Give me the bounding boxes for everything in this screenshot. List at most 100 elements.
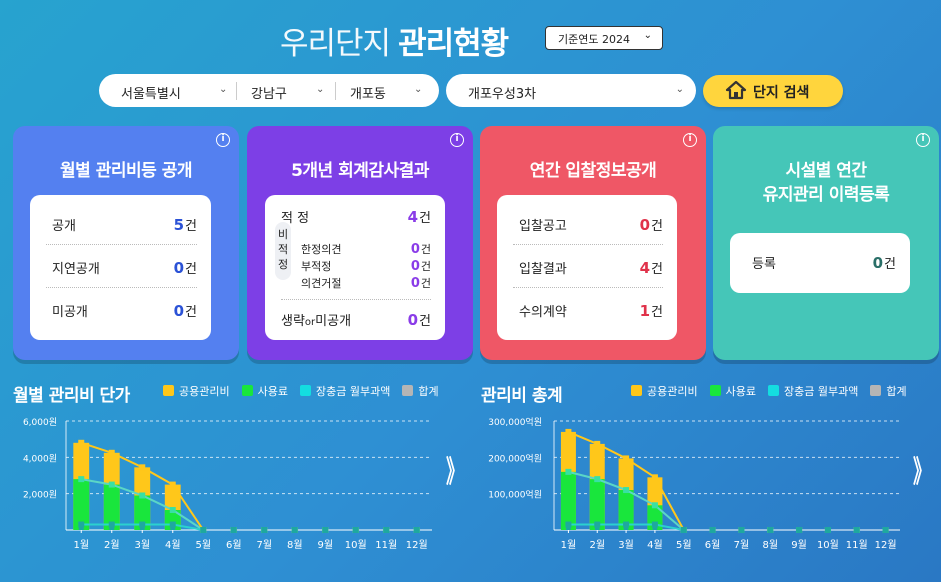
search-button[interactable]: 단지 검색 — [703, 75, 843, 107]
legend-swatch — [163, 385, 174, 396]
legend-item[interactable]: 공용관리비 — [631, 383, 698, 399]
chevron-down-icon: ⌄ — [414, 84, 423, 95]
marker-total — [565, 428, 572, 435]
legend-item[interactable]: 사용료 — [241, 383, 288, 399]
marker-total — [139, 464, 146, 471]
info-icon[interactable]: i — [216, 133, 230, 147]
marker-long-term — [796, 527, 803, 533]
district-select-label: 강남구 — [251, 87, 287, 102]
stat-value: 0건 — [407, 311, 431, 329]
marker-long-term — [230, 527, 237, 533]
legend-swatch — [631, 385, 642, 396]
legend-item[interactable]: 공용관리비 — [163, 383, 230, 399]
sub-stat-label: 의견거절 — [301, 277, 342, 290]
bar-usage-fee — [134, 495, 151, 530]
legend-item[interactable]: 장충금 월부과액 — [767, 383, 858, 399]
stat-label: 입찰결과 — [519, 262, 567, 277]
section-title-unit-price: 월별 관리비 단가 — [13, 386, 130, 406]
apartment-select-label: 개포우성3차 — [468, 87, 537, 102]
search-button-label: 단지 검색 — [753, 85, 810, 101]
x-tick-label: 5월 — [195, 539, 211, 551]
divider — [513, 244, 663, 245]
marker-long-term — [169, 521, 176, 528]
x-tick-label: 5월 — [676, 539, 692, 551]
legend-swatch — [402, 385, 414, 396]
info-icon[interactable]: i — [683, 133, 697, 147]
x-tick-label: 7월 — [734, 539, 750, 551]
chevron-down-icon: ⌄ — [675, 84, 684, 95]
stat-label: 공개 — [52, 219, 76, 234]
bar-usage-fee — [618, 490, 634, 530]
y-tick-label: 100,000억원 — [488, 489, 542, 501]
stat-label: 등록 — [752, 257, 776, 272]
city-select[interactable]: 서울특별시 ⌄ — [121, 83, 231, 102]
apartment-select[interactable]: 개포우성3차 ⌄ — [446, 74, 696, 107]
sub-stat-value: 0건 — [410, 276, 431, 291]
legend-swatch — [709, 385, 721, 396]
info-icon[interactable]: i — [450, 133, 464, 147]
divider — [236, 82, 237, 100]
marker-total — [651, 474, 658, 481]
stat-row: 등록 0건 — [752, 253, 896, 273]
legend-item[interactable]: 장충금 월부과액 — [299, 383, 391, 399]
stat-value: 0건 — [173, 302, 197, 320]
marker-usage — [78, 476, 85, 483]
next-arrow-icon[interactable]: 》 — [913, 455, 931, 490]
marker-long-term — [261, 527, 268, 533]
card-monthly-disclosure[interactable]: i 월별 관리비등 공개 공개 5건 지연공개 0건 미공개 0건 — [13, 126, 239, 360]
card-facility-maintenance[interactable]: i 시설별 연간 유지관리 이력등록 등록 0건 — [713, 126, 939, 360]
marker-long-term — [824, 527, 831, 533]
stat-value: 4건 — [407, 208, 431, 226]
y-tick-label: 6,000원 — [23, 417, 57, 428]
legend-item[interactable]: 합계 — [870, 383, 907, 399]
card-panel: 입찰공고 0건 입찰결과 4건 수의계약 1건 — [497, 195, 677, 340]
year-select[interactable]: 기준연도 2024 ⌄ — [545, 26, 663, 50]
legend-item[interactable]: 사용료 — [709, 383, 756, 399]
region-selector: 서울특별시 ⌄ 강남구 ⌄ 개포동 ⌄ — [99, 74, 439, 107]
legend-label: 합계 — [418, 385, 439, 398]
legend-item[interactable]: 합계 — [402, 383, 439, 399]
page-title: 우리단지 관리현황 — [280, 18, 509, 63]
legend-label: 합계 — [886, 385, 907, 398]
legend-swatch — [241, 385, 253, 396]
sub-stat-row: 의견거절 0건 — [301, 275, 431, 291]
stat-row: 생략or미공개 0건 — [281, 310, 431, 330]
chart-legend: 공용관리비 사용료 장충금 월부과액 합계 — [631, 383, 919, 399]
card-bid-info[interactable]: i 연간 입찰정보공개 입찰공고 0건 입찰결과 4건 수의계약 1건 — [480, 126, 706, 360]
stat-value: 1건 — [639, 302, 663, 320]
y-tick-label: 300,000억원 — [488, 416, 542, 428]
district-select[interactable]: 강남구 ⌄ — [251, 83, 331, 102]
stat-value: 0건 — [872, 254, 896, 272]
x-tick-label: 3월 — [134, 539, 150, 551]
marker-long-term — [383, 527, 390, 533]
marker-total — [594, 440, 601, 447]
stat-row: 미공개 0건 — [52, 301, 197, 321]
dong-select[interactable]: 개포동 ⌄ — [350, 83, 430, 102]
page-title-light: 우리단지 — [280, 26, 391, 62]
x-tick-label: 3월 — [618, 539, 634, 551]
marker-long-term — [623, 521, 630, 528]
bar-usage-fee — [560, 471, 576, 530]
page-title-bold: 관리현황 — [398, 26, 509, 62]
card-audit-results[interactable]: i 5개년 회계감사결과 적 정 4건 비 적 정 한정의견 0건 부적정 0건… — [247, 126, 473, 360]
marker-usage — [651, 502, 658, 509]
stat-label: 미공개 — [52, 305, 88, 320]
stat-row: 적 정 4건 — [281, 207, 431, 227]
divider — [46, 244, 197, 245]
y-tick-label: 200,000억원 — [488, 452, 542, 464]
next-arrow-icon[interactable]: 》 — [446, 455, 464, 490]
card-title: 연간 입찰정보공개 — [529, 161, 657, 181]
legend-label: 사용료 — [725, 385, 756, 398]
marker-long-term — [680, 527, 687, 533]
legend-swatch — [299, 385, 311, 396]
marker-usage — [169, 507, 176, 514]
legend-label: 공용관리비 — [179, 385, 230, 398]
marker-long-term — [565, 521, 572, 528]
legend-label: 공용관리비 — [647, 385, 698, 398]
marker-long-term — [882, 527, 889, 533]
y-tick-label: 4,000원 — [23, 453, 57, 464]
info-icon[interactable]: i — [916, 133, 930, 147]
legend-label: 장충금 월부과액 — [315, 385, 391, 398]
sub-stat-value: 0건 — [410, 259, 431, 274]
marker-long-term — [139, 521, 146, 528]
